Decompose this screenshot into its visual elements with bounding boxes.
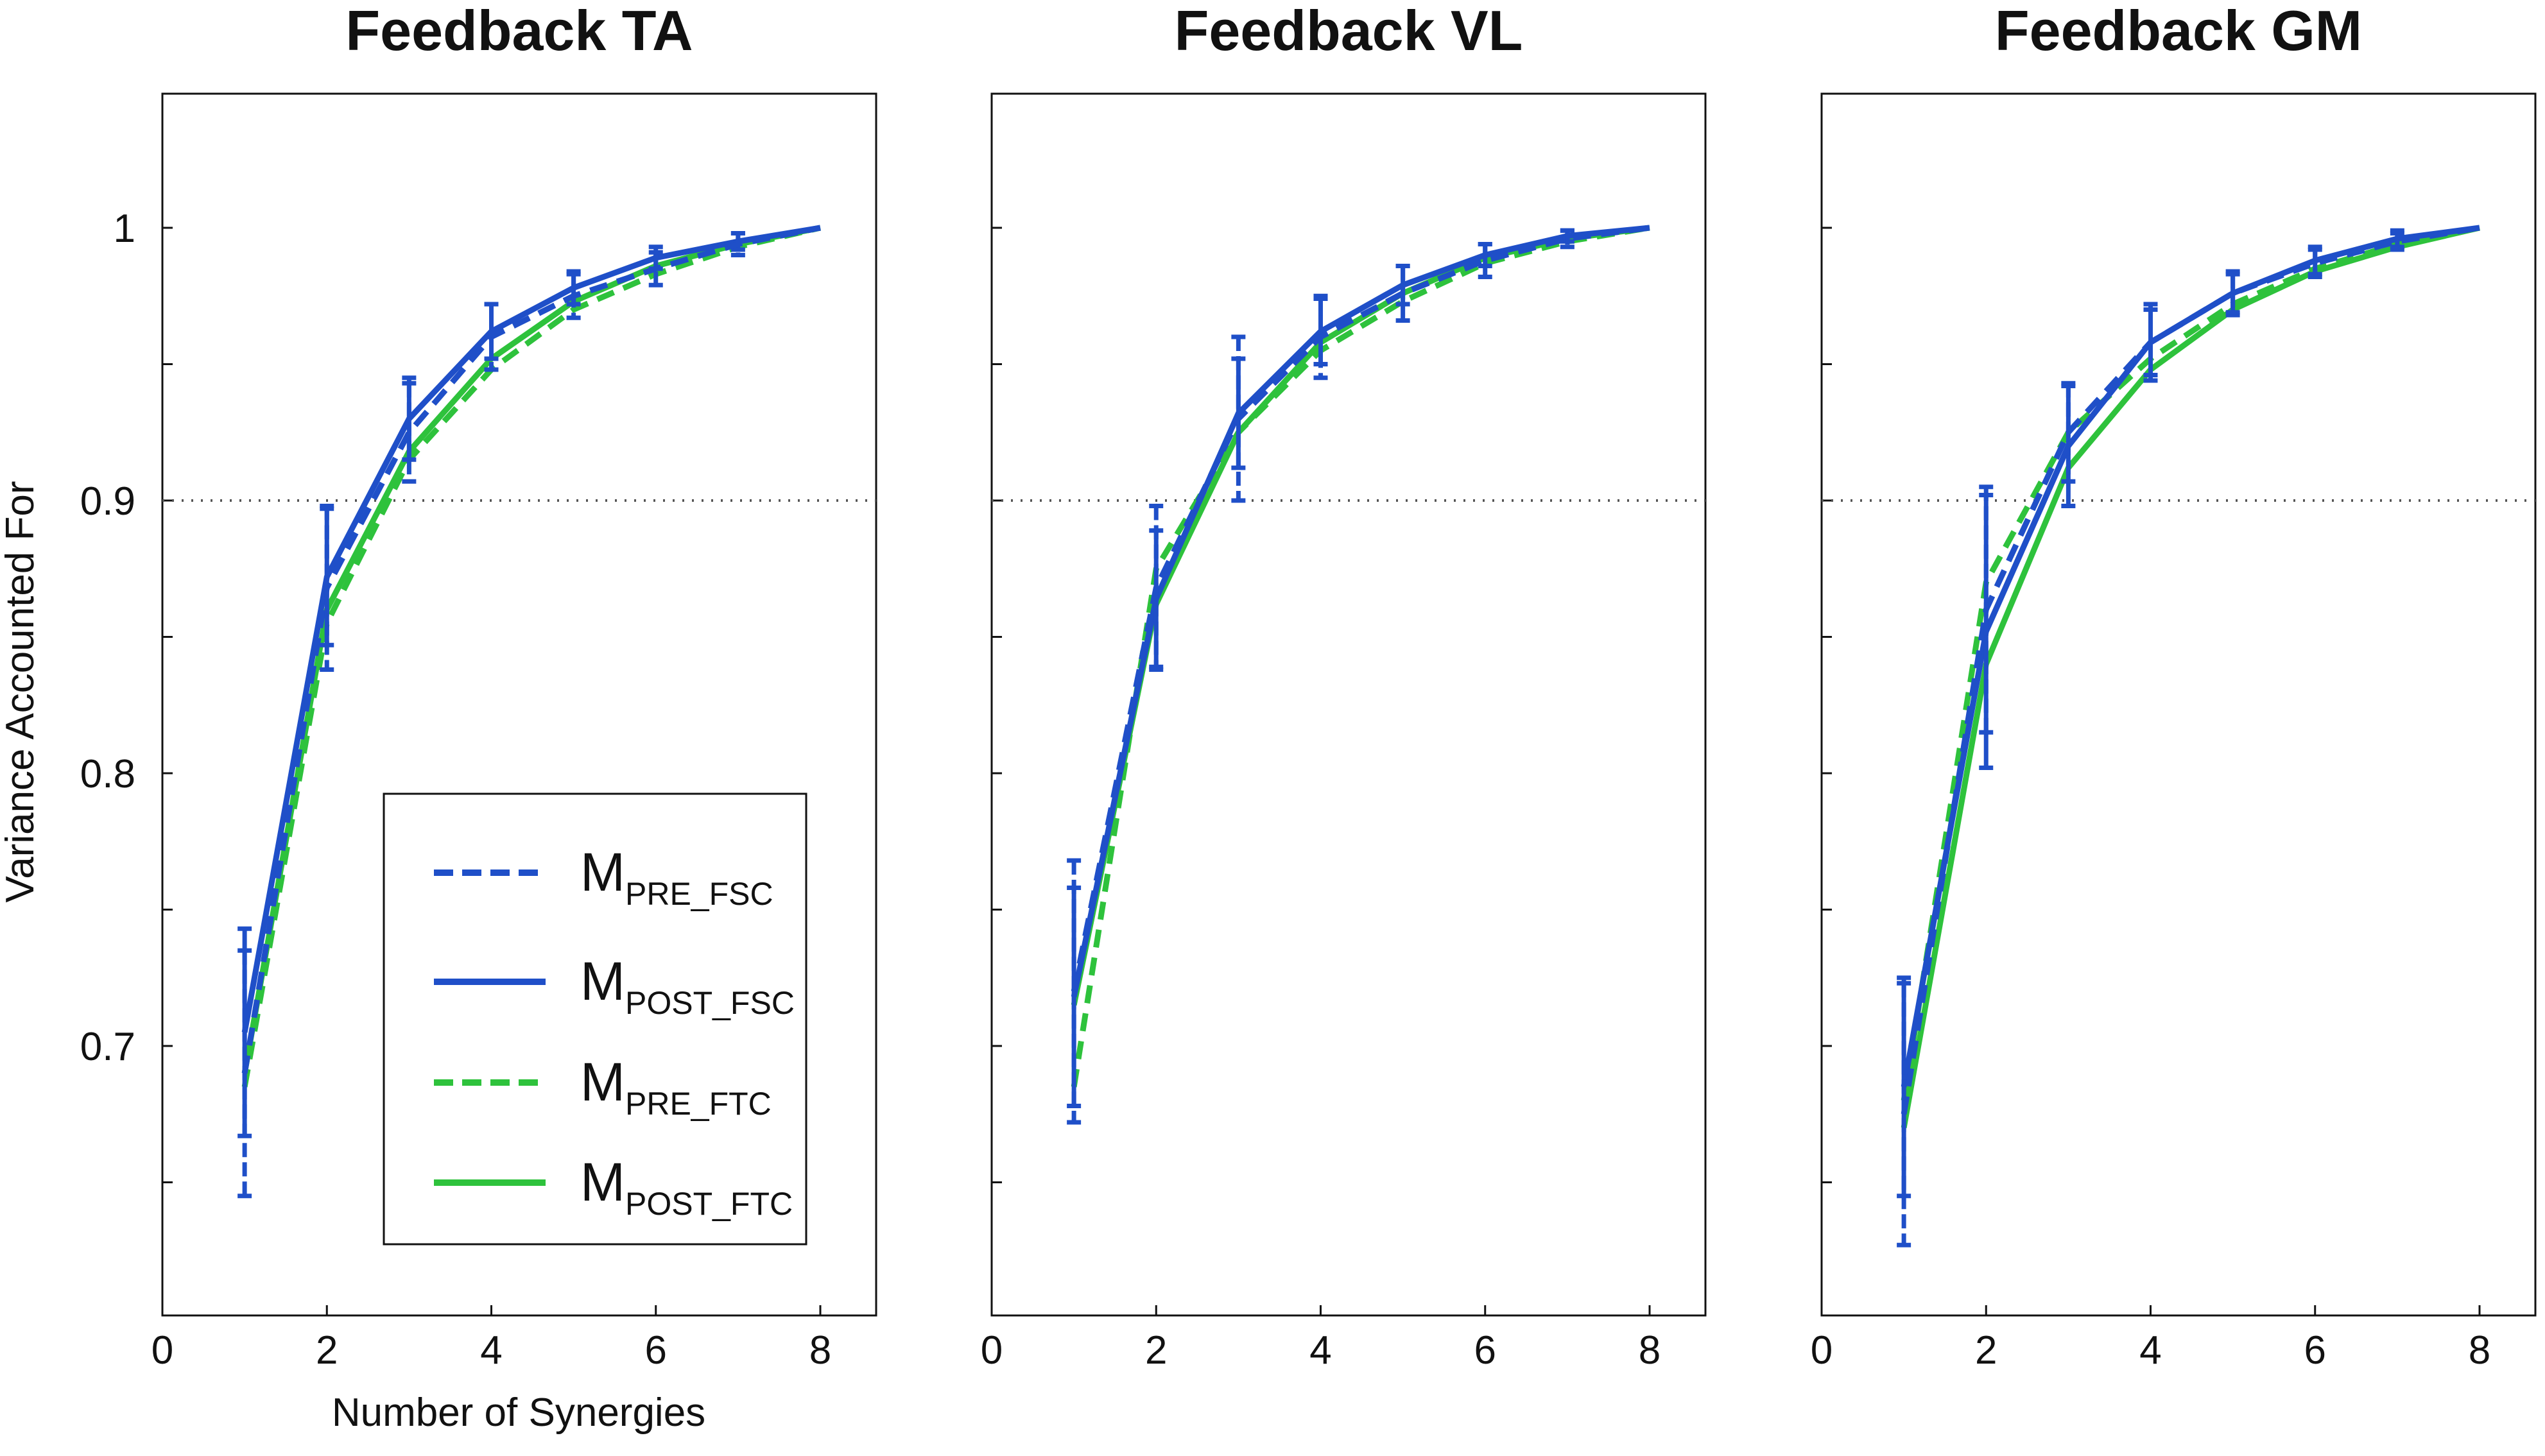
- x-tick-label: 4: [1309, 1328, 1331, 1373]
- series-line-m-pre-fsc: [1071, 225, 1650, 992]
- error-bar: [648, 250, 663, 287]
- panel-title: Feedback VL: [1175, 0, 1523, 62]
- x-tick-label: 0: [981, 1328, 1003, 1373]
- series-line-m-pre-ftc: [241, 225, 822, 1088]
- x-tick-label: 8: [1639, 1328, 1661, 1373]
- legend-item: MPRE_FTC: [434, 1052, 772, 1122]
- legend-label: MPRE_FTC: [580, 1052, 772, 1122]
- y-axis-label: Variance Accounted For: [0, 481, 42, 902]
- y-tick-label: 1: [114, 207, 135, 251]
- error-bar: [2225, 271, 2240, 315]
- panel-3: Feedback GM 0 2 4 6 8: [1811, 0, 2537, 1373]
- x-tick-label: 0: [151, 1328, 173, 1373]
- y-tick-label: 0.8: [80, 752, 135, 796]
- y-tick-label: 0.9: [80, 479, 135, 524]
- x-tick-label: 0: [1811, 1328, 1833, 1373]
- x-tick-label: 8: [809, 1328, 831, 1373]
- x-tick-label: 8: [2469, 1328, 2490, 1373]
- series-line-m-post-fsc: [1071, 225, 1650, 998]
- x-tick-label: 6: [645, 1328, 667, 1373]
- panel-2: Feedback VL 0 2 4 6 8: [981, 0, 1707, 1373]
- series-line-m-post-ftc: [1901, 225, 2481, 1129]
- error-bar: [1478, 242, 1492, 279]
- x-tick-label: 4: [480, 1328, 502, 1373]
- series-line-m-post-fsc: [241, 225, 821, 1033]
- error-bar: [1067, 858, 1082, 1125]
- x-tick-label: 4: [2139, 1328, 2161, 1373]
- series-line-m-post-ftc: [241, 225, 821, 1074]
- panel-title: Feedback GM: [1995, 0, 2362, 62]
- x-axis-label: Number of Synergies: [332, 1391, 705, 1435]
- x-tick-label: 6: [1474, 1328, 1496, 1373]
- series-line-m-pre-fsc: [1901, 225, 2480, 1115]
- x-tick-label: 2: [316, 1328, 338, 1373]
- plot-frame: [1820, 92, 2537, 1317]
- error-bar: [1897, 981, 1911, 1247]
- y-tick-label: 0.7: [80, 1025, 135, 1069]
- panel-title: Feedback TA: [345, 0, 693, 62]
- series-line-m-post-ftc: [1071, 225, 1650, 1006]
- x-tick-label: 2: [1145, 1328, 1167, 1373]
- series-line-m-pre-ftc: [1901, 225, 2480, 1101]
- series-line-m-pre-fsc: [241, 225, 821, 1074]
- series-line-m-pre-ftc: [1071, 225, 1650, 1088]
- x-tick-label: 6: [2304, 1328, 2326, 1373]
- plot-frame: [990, 92, 1707, 1317]
- x-tick-label: 2: [1975, 1328, 1997, 1373]
- plot-frame: [161, 92, 877, 1317]
- panel-1: Feedback TA 0.7 0.8 0.9 1 Variance Accounted …: [0, 0, 877, 1373]
- legend-box: [383, 792, 807, 1246]
